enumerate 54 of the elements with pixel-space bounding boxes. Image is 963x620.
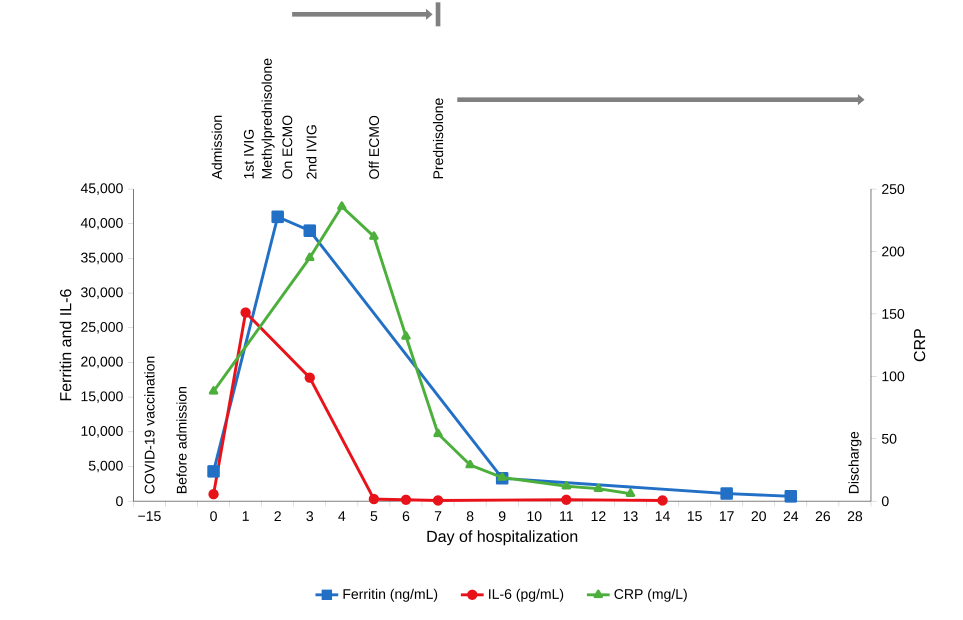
x-tick-label: −15 — [138, 511, 161, 522]
y-axis-title: Ferritin and IL-6 — [60, 289, 72, 400]
y-tick-label: 0 — [116, 496, 123, 506]
x-tick-label: 3 — [306, 511, 314, 522]
x-tick-label: 13 — [624, 511, 638, 522]
x-tick-label: 11 — [560, 511, 573, 521]
x-tick-label: 17 — [720, 511, 734, 521]
x-axis-title: Day of hospitalization — [427, 530, 578, 546]
x-tick-label: 7 — [434, 511, 442, 521]
legend-label: IL-6 (pg/mL) — [489, 588, 564, 602]
legend-label: CRP (mg/L) — [614, 588, 687, 602]
y2-tick-label: 150 — [882, 309, 904, 319]
x-tick-label: 14 — [656, 511, 670, 521]
y2-tick-label: 0 — [882, 496, 889, 506]
y2-tick-label: 100 — [882, 371, 904, 382]
x-tick-label: 1 — [242, 511, 249, 521]
x-tick-label: 4 — [338, 511, 346, 521]
x-tick-label: 5 — [370, 511, 378, 522]
x-tick-label: 2 — [274, 511, 281, 522]
y-tick-label: 45,000 — [80, 183, 123, 195]
y-tick-label: 5,000 — [88, 460, 123, 472]
y-tick-label: 30,000 — [81, 287, 123, 299]
text: 1st IVIG — [244, 130, 254, 178]
text: Off ECMO — [368, 116, 380, 179]
x-tick-label: 12 — [592, 511, 606, 522]
y-tick-label: 10,000 — [82, 426, 123, 438]
y2-tick-label: 200 — [882, 246, 904, 257]
y-tick-label: 35,000 — [81, 252, 123, 264]
legend-label: Ferritin (ng/mL) — [344, 588, 438, 602]
annotation: Discharge — [848, 432, 862, 494]
annotation: Before admission — [176, 387, 187, 494]
x-tick-label: 26 — [816, 511, 830, 522]
annotation: COVID-19 vaccination — [144, 356, 155, 494]
x-tick-label: 20 — [752, 511, 766, 522]
text: Prednisolone — [432, 98, 444, 178]
text: On ECMO — [282, 116, 292, 179]
y-tick-label: 25,000 — [81, 322, 123, 334]
x-tick-label: 6 — [402, 511, 410, 522]
x-tick-label: 0 — [210, 511, 217, 522]
y-tick-label: 15,000 — [82, 391, 123, 403]
y2-tick-label: 50 — [882, 434, 896, 444]
x-tick-label: 15 — [688, 511, 702, 522]
y-tick-label: 40,000 — [80, 218, 123, 230]
x-tick-label: 8 — [466, 511, 474, 522]
y-tick-label: 20,000 — [81, 356, 123, 368]
x-tick-label: 28 — [848, 511, 862, 522]
x-tick-label: 24 — [784, 511, 798, 522]
y2-axis-title: CRP — [914, 329, 926, 362]
text: 2nd IVIG — [306, 125, 317, 179]
x-tick-label: 9 — [498, 511, 506, 522]
text: Admission — [212, 116, 222, 180]
y2-tick-label: 250 — [882, 184, 904, 194]
text: Methylprednisolone — [262, 58, 275, 178]
x-tick-label: 10 — [528, 511, 542, 522]
